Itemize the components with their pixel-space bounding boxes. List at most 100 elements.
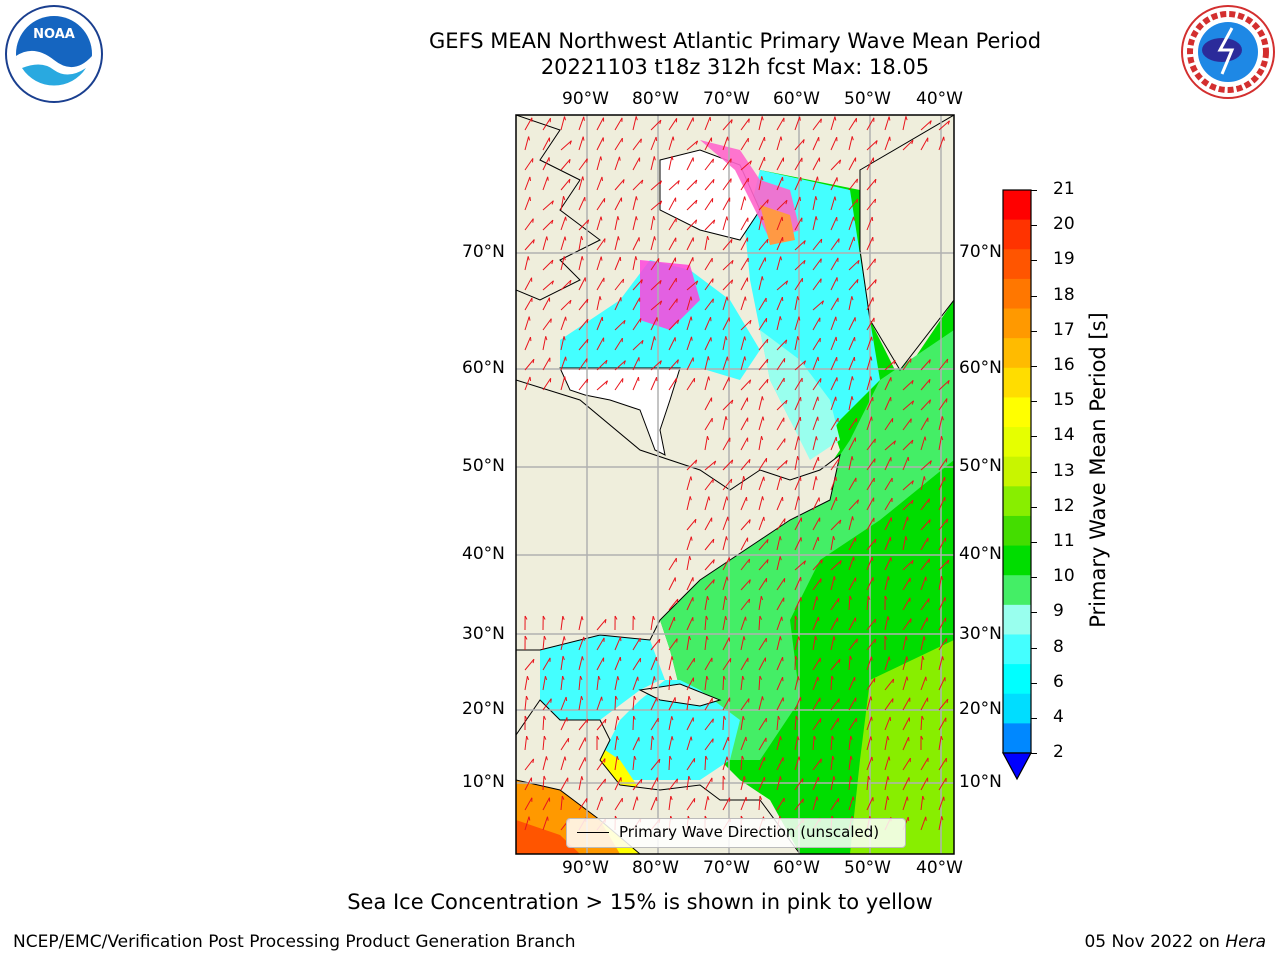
wave-arrow-head [617, 236, 620, 241]
wave-arrow [830, 756, 834, 771]
wave-arrow [650, 796, 657, 811]
wave-arrow [524, 777, 532, 791]
wave-arrow [902, 499, 914, 511]
wave-arrow-head [815, 476, 818, 481]
wave-arrow-head [562, 655, 565, 661]
wave-arrow [632, 376, 639, 391]
wave-arrow [902, 418, 912, 431]
wave-arrow [650, 360, 662, 371]
wave-arrow [776, 280, 788, 291]
wave-arrow [704, 198, 714, 211]
wave-arrow [776, 797, 785, 811]
wave-arrow [776, 417, 785, 431]
wave-arrow [524, 658, 535, 671]
wave-arrow [632, 297, 641, 311]
wave-arrow-head [640, 138, 642, 143]
wave-arrow-head [581, 616, 584, 621]
wave-arrow [632, 196, 637, 211]
wave-arrow-head [946, 518, 949, 523]
wave-arrow-head [695, 219, 698, 224]
wave-arrow [866, 297, 874, 311]
wave-arrow-head [766, 379, 769, 384]
wave-arrow-head [695, 199, 698, 205]
wave-arrow [560, 737, 570, 751]
colorbar-tick-mark [1031, 682, 1037, 684]
wave-arrow-head [726, 216, 729, 221]
colorbar-segment [1003, 278, 1031, 310]
wave-arrow [668, 796, 672, 811]
wave-arrow [524, 176, 531, 191]
wave-arrow [560, 279, 572, 291]
wave-arrow-head [797, 336, 800, 341]
wave-arrow-head [705, 615, 709, 620]
wave-arrow [704, 278, 714, 291]
wave-arrow-head [688, 695, 691, 701]
colorbar-tick-mark [1031, 225, 1037, 227]
colorbar-tick-mark [1031, 330, 1037, 332]
wave-arrow [758, 199, 769, 211]
wave-arrow [920, 816, 927, 831]
wave-arrow-head [600, 156, 603, 161]
lat-label-left-40n: 40°N [462, 544, 505, 564]
wave-arrow-head [813, 735, 817, 740]
wave-arrow-head [906, 676, 909, 681]
wave-arrow [938, 597, 946, 611]
wave-arrow [740, 379, 751, 391]
wave-arrow [560, 676, 564, 691]
wave-arrow-head [561, 795, 565, 800]
wave-arrow [632, 715, 635, 731]
wave-arrow [794, 316, 800, 331]
colorbar-tick-mark [1031, 436, 1037, 438]
lat-label-left-50n: 50°N [462, 456, 505, 476]
wave-arrow-head [659, 119, 662, 125]
wave-arrow [632, 778, 643, 791]
wave-arrow [740, 616, 746, 631]
wave-arrow [902, 757, 911, 771]
wave-arrow-head [689, 556, 692, 561]
wave-arrow [884, 418, 894, 431]
wave-arrow [830, 116, 836, 131]
wave-arrow-head [785, 200, 788, 205]
wave-arrow-head [838, 698, 840, 703]
lat-label-right-20n: 20°N [959, 699, 1002, 719]
wave-arrow-head [569, 140, 572, 145]
wave-arrow [920, 537, 929, 551]
wave-arrow-head [831, 735, 835, 740]
wave-arrow [776, 676, 784, 691]
wave-arrow [776, 256, 782, 271]
wave-arrow [902, 380, 914, 391]
wave-arrow-head [940, 736, 944, 741]
wave-arrow-head [713, 219, 716, 224]
wave-arrow [650, 717, 659, 731]
wave-arrow [884, 736, 889, 751]
wave-arrow-head [605, 360, 608, 365]
colorbar-tick-mark [1031, 577, 1037, 579]
wave-arrow [524, 239, 535, 251]
wave-arrow [794, 696, 801, 711]
north-america-mainland [516, 379, 841, 651]
wave-arrow-head [802, 139, 805, 144]
wave-arrow [596, 216, 602, 231]
wave-arrow-head [730, 119, 733, 124]
wave-arrow-head [928, 379, 931, 384]
wave-arrow [830, 257, 839, 271]
wave-arrow [848, 157, 857, 171]
wave-arrow-head [817, 416, 819, 421]
wave-arrow [740, 319, 752, 331]
wave-arrow [542, 756, 547, 771]
colorbar-segment [1003, 308, 1031, 339]
wave-arrow-head [563, 196, 566, 201]
wave-arrow-head [730, 478, 733, 484]
wave-arrow [758, 696, 763, 711]
wave-arrow [650, 656, 657, 671]
wave-arrow-head [677, 319, 680, 324]
wave-arrow [758, 297, 767, 311]
wave-arrow-head [893, 360, 896, 365]
wave-arrow [560, 616, 564, 631]
wave-arrow-head [586, 378, 589, 384]
wave-arrow [596, 117, 604, 131]
wave-arrow [758, 257, 766, 271]
wave-arrow [722, 616, 726, 631]
wave-arrow-head [820, 578, 822, 583]
wave-arrow [560, 140, 572, 151]
